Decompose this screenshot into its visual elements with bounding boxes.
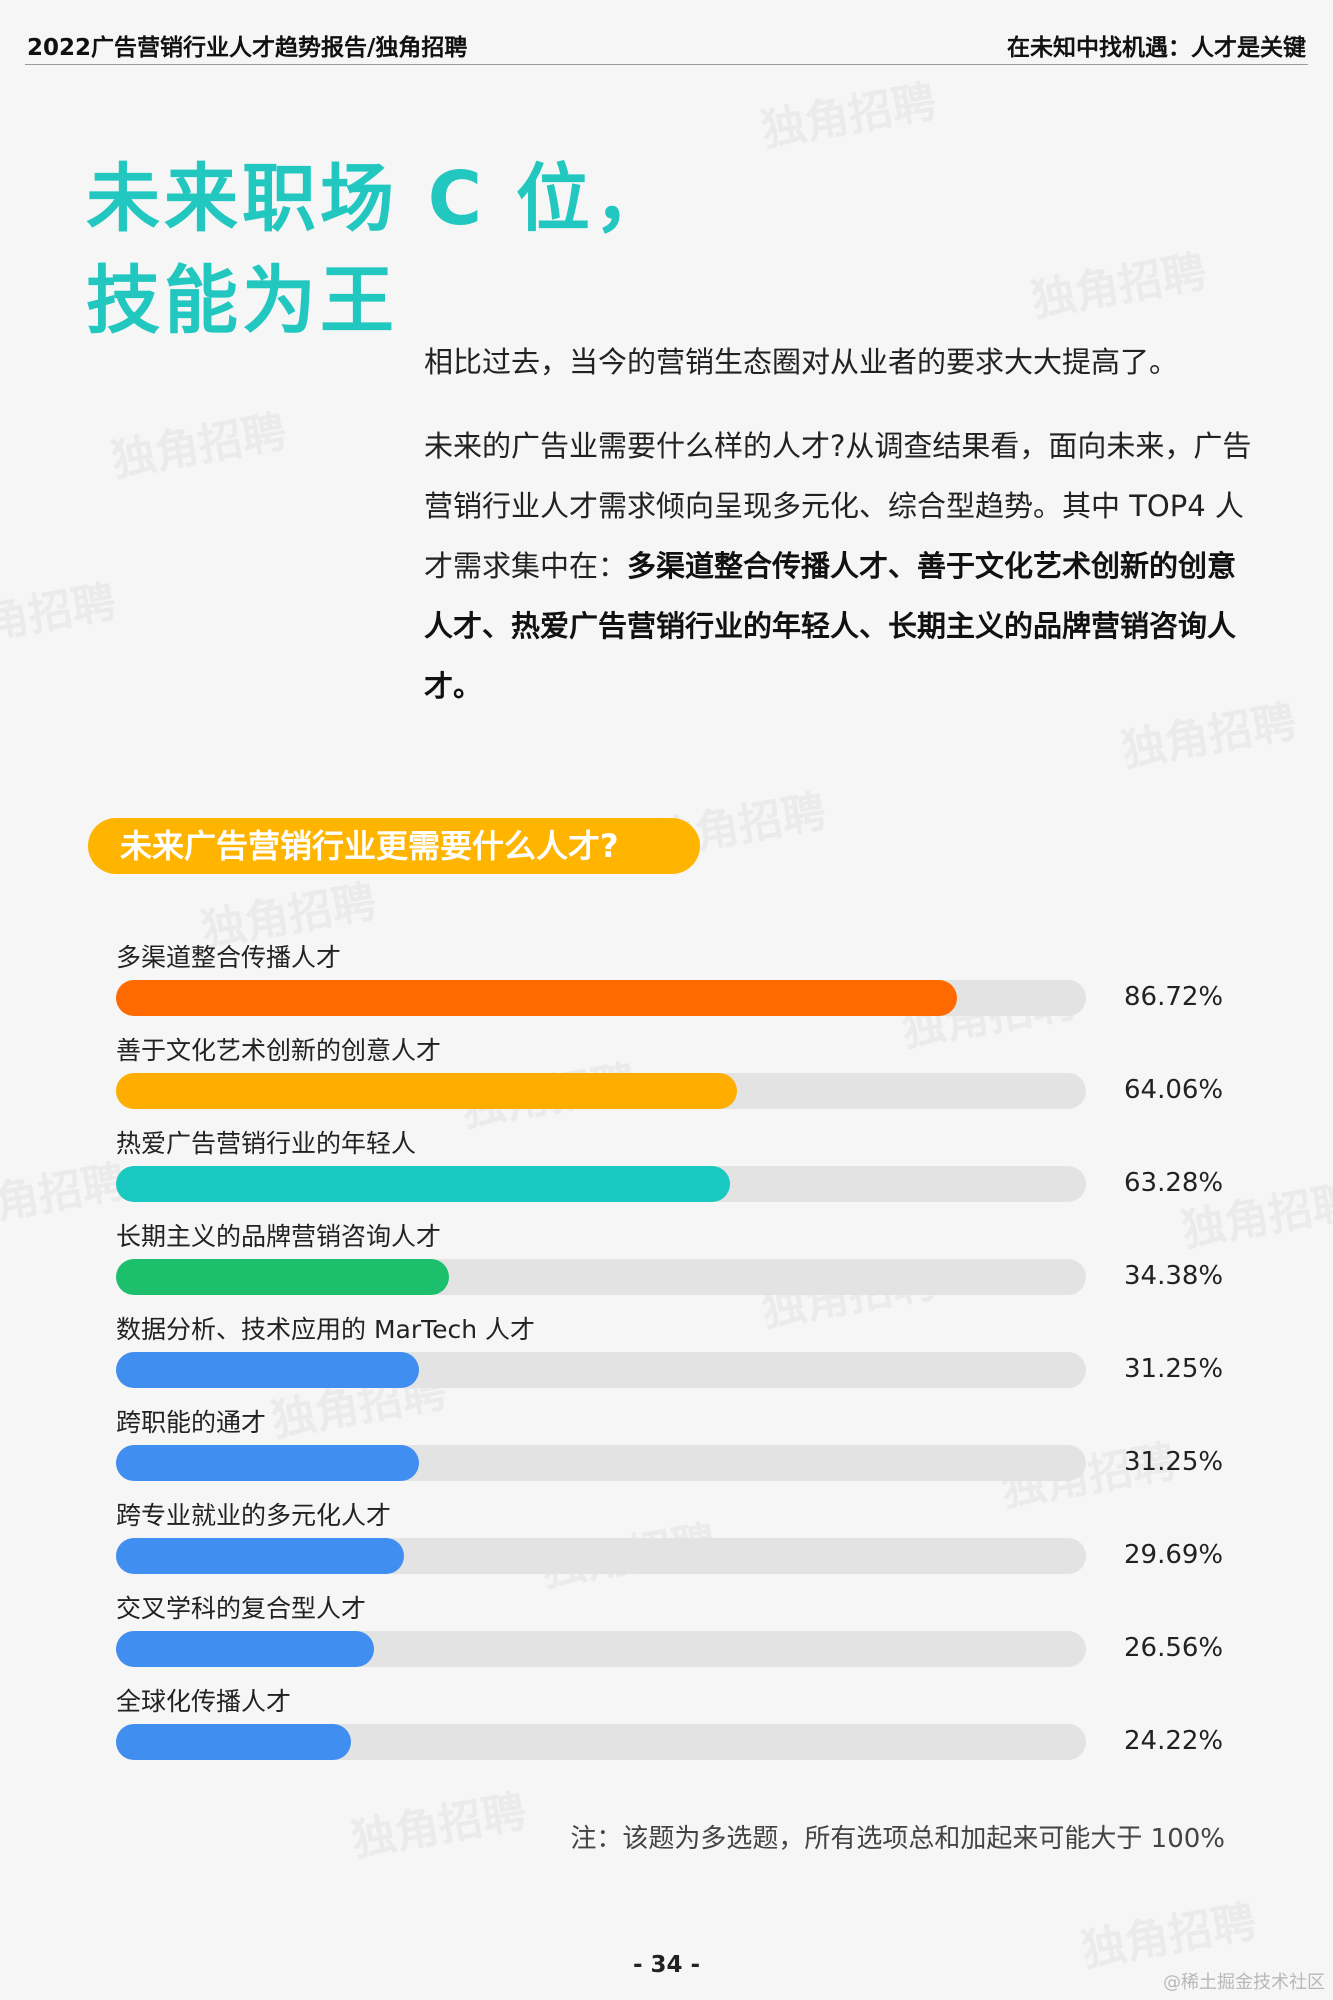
bar-label: 长期主义的品牌营销咨询人才	[116, 1222, 442, 1251]
bar-label: 全球化传播人才	[116, 1687, 292, 1716]
bar-row: 全球化传播人才 24.22%	[0, 1682, 1333, 1774]
bar-value-label: 64.06%	[1124, 1075, 1224, 1105]
bar-track	[116, 1538, 1086, 1574]
bar-track	[116, 1445, 1086, 1481]
bar-value-label: 34.38%	[1124, 1261, 1224, 1291]
bar	[116, 1073, 738, 1109]
chart-title: 未来广告营销行业更需要什么人才?	[88, 818, 700, 874]
bar-row: 多渠道整合传播人才 86.72%	[0, 938, 1333, 1030]
intro-text: 相比过去，当今的营销生态圈对从业者的要求大大提高了。 未来的广告业需要什么样的人…	[424, 332, 1264, 716]
title-line-1: 未来职场 C 位，	[86, 156, 672, 242]
page-header: 2022广告营销行业人才趋势报告/独角招聘 在未知中找机遇：人才是关键	[25, 0, 1308, 65]
intro-paragraph-2: 未来的广告业需要什么样的人才?从调查结果看，面向未来，广告营销行业人才需求倾向呈…	[424, 416, 1264, 716]
bar-row: 善于文化艺术创新的创意人才 64.06%	[0, 1031, 1333, 1123]
page-title: 未来职场 C 位， 技能为王	[86, 148, 672, 352]
bar-row: 交叉学科的复合型人才 26.56%	[0, 1589, 1333, 1681]
bar-row: 数据分析、技术应用的 MarTech 人才 31.25%	[0, 1310, 1333, 1402]
bar	[116, 1631, 374, 1667]
intro-paragraph-2-text: 未来的广告业需要什么样的人才?从调查结果看，面向未来，广告营销行业人才需求倾向呈…	[424, 429, 1252, 583]
bar-label: 热爱广告营销行业的年轻人	[116, 1129, 417, 1158]
bar-label: 数据分析、技术应用的 MarTech 人才	[116, 1315, 536, 1344]
bar	[116, 1538, 404, 1574]
watermark: 独角招聘	[1027, 246, 1210, 327]
bar-track	[116, 980, 1086, 1016]
bar-label: 跨职能的通才	[116, 1408, 267, 1437]
watermark: 独角招聘	[757, 76, 940, 157]
bar-track	[116, 1724, 1086, 1760]
bar-value-label: 31.25%	[1124, 1354, 1224, 1384]
chart-note: 注：该题为多选题，所有选项总和加起来可能大于 100%	[570, 1824, 1225, 1854]
bar-row: 跨职能的通才 31.25%	[0, 1403, 1333, 1495]
bar-label: 多渠道整合传播人才	[116, 943, 342, 972]
bar-track	[116, 1352, 1086, 1388]
title-line-2: 技能为王	[86, 258, 398, 344]
bar-value-label: 26.56%	[1124, 1633, 1224, 1663]
section-title: 在未知中找机遇：人才是关键	[1007, 35, 1306, 61]
watermark: 独角招聘	[0, 576, 120, 657]
bar-track	[116, 1631, 1086, 1667]
intro-paragraph-2-highlight: 多渠道整合传播人才、善于文化艺术创新的创意人才、热爱广告营销行业的年轻人、长期主…	[424, 549, 1237, 703]
intro-paragraph-1: 相比过去，当今的营销生态圈对从业者的要求大大提高了。	[424, 345, 1179, 379]
bar	[116, 1724, 351, 1760]
bar-value-label: 29.69%	[1124, 1540, 1224, 1570]
bar	[116, 1352, 420, 1388]
bar-track	[116, 1073, 1086, 1109]
watermark: 独角招聘	[347, 1786, 530, 1867]
bar	[116, 1445, 420, 1481]
source-watermark: @稀土掘金技术社区	[1163, 1972, 1325, 1993]
watermark: 独角招聘	[107, 406, 290, 487]
bar-track	[116, 1259, 1086, 1295]
bar-track	[116, 1166, 1086, 1202]
bar-value-label: 63.28%	[1124, 1168, 1224, 1198]
bar-label: 交叉学科的复合型人才	[116, 1594, 367, 1623]
bar-label: 跨专业就业的多元化人才	[116, 1501, 392, 1530]
bar-label: 善于文化艺术创新的创意人才	[116, 1036, 442, 1065]
bar	[116, 980, 958, 1016]
bar-row: 长期主义的品牌营销咨询人才 34.38%	[0, 1217, 1333, 1309]
bar-value-label: 24.22%	[1124, 1726, 1224, 1756]
page-number: - 34 -	[632, 1952, 701, 1978]
bar-value-label: 31.25%	[1124, 1447, 1224, 1477]
bar	[116, 1259, 450, 1295]
bar	[116, 1166, 730, 1202]
bar-row: 跨专业就业的多元化人才 29.69%	[0, 1496, 1333, 1588]
report-title: 2022广告营销行业人才趋势报告/独角招聘	[27, 35, 468, 61]
bar-row: 热爱广告营销行业的年轻人 63.28%	[0, 1124, 1333, 1216]
bar-value-label: 86.72%	[1124, 982, 1224, 1012]
